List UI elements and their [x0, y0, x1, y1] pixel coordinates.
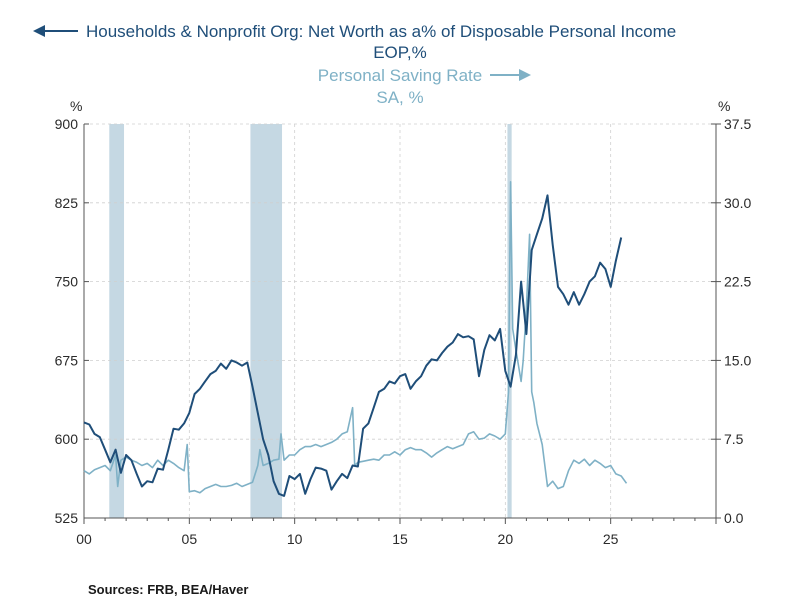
title-saving-rate: Personal Saving Rate	[318, 66, 482, 85]
y-left-tick-label: 600	[55, 431, 79, 447]
y-right-unit: %	[718, 98, 730, 114]
y-right-tick-label: 7.5	[724, 431, 744, 447]
legend-arrow-right-head	[519, 69, 531, 81]
y-right-tick-label: 37.5	[724, 116, 751, 132]
y-left-tick-label: 900	[55, 116, 79, 132]
recession-band-1	[109, 124, 125, 518]
legend-saving-rate: Personal Saving Rate SA, %	[318, 66, 531, 107]
recession-bands	[109, 124, 512, 518]
y-right-tick-label: 15.0	[724, 352, 751, 368]
x-tick-label: 00	[76, 531, 92, 547]
y-left-tick-label: 525	[55, 510, 79, 526]
y-left-unit: %	[70, 98, 82, 114]
y-left-tick-label: 825	[55, 195, 79, 211]
x-ticks: 00 05 10 15 20 25	[76, 518, 717, 547]
title-net-worth: Households & Nonprofit Org: Net Worth as…	[86, 22, 676, 41]
x-tick-label: 25	[603, 531, 619, 547]
y-right-tick-label: 22.5	[724, 274, 751, 290]
y-right-tick-label: 0.0	[724, 510, 744, 526]
recession-band-2	[250, 124, 283, 518]
x-tick-label: 20	[498, 531, 514, 547]
x-tick-label: 05	[182, 531, 198, 547]
y-left-tick-label: 675	[55, 352, 79, 368]
title-saving-rate-sub: SA, %	[376, 88, 423, 107]
x-tick-label: 10	[287, 531, 303, 547]
y-left-ticks: 900 825 750 675 600 525	[55, 116, 89, 526]
y-left-tick-label: 750	[55, 274, 79, 290]
series-saving-rate-line	[83, 181, 628, 494]
grid-lines	[84, 123, 717, 518]
legend-net-worth: Households & Nonprofit Org: Net Worth as…	[33, 22, 676, 62]
y-right-ticks: 37.5 30.0 22.5 15.0 7.5 0.0	[711, 116, 751, 526]
y-right-tick-label: 30.0	[724, 195, 751, 211]
title-net-worth-sub: EOP,%	[373, 43, 427, 62]
legend-arrow-left-head	[33, 25, 45, 37]
axes	[83, 124, 717, 519]
source-note: Sources: FRB, BEA/Haver	[88, 582, 248, 597]
series-net-worth-line	[83, 194, 623, 497]
x-tick-label: 15	[392, 531, 408, 547]
